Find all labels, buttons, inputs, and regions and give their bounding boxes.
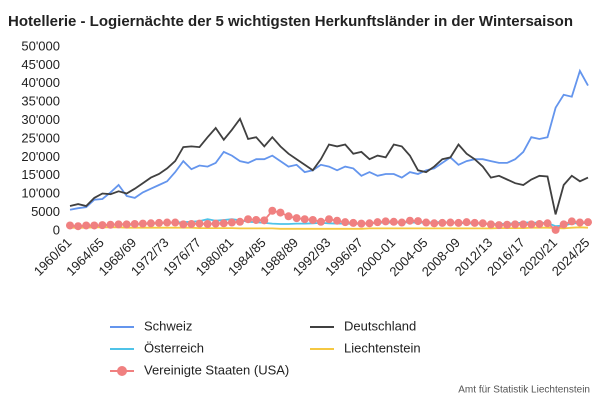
point [519, 220, 528, 229]
legend-label: Österreich [144, 340, 204, 355]
point [365, 219, 374, 228]
y-tick-label: 45'000 [21, 57, 60, 72]
point [292, 214, 301, 223]
legend-label: Vereinigte Staaten (USA) [144, 362, 289, 377]
point [90, 221, 99, 230]
point [146, 219, 155, 228]
point [341, 218, 350, 227]
point [454, 218, 463, 227]
point [171, 218, 180, 227]
point [494, 221, 503, 230]
point [584, 218, 592, 227]
source: Amt für Statistik Liechtenstein [458, 385, 590, 396]
point [260, 216, 269, 225]
point [308, 215, 317, 224]
point [478, 219, 487, 228]
point [252, 215, 261, 224]
point [357, 219, 366, 228]
point [325, 215, 333, 224]
point [503, 220, 512, 229]
point [227, 218, 236, 227]
point [187, 220, 196, 229]
series-line [69, 68, 589, 211]
point [349, 218, 358, 227]
point [203, 220, 212, 229]
point [211, 219, 220, 228]
point [470, 218, 479, 227]
point [575, 218, 584, 227]
y-tick-label: 30'000 [21, 112, 60, 127]
point [527, 220, 536, 229]
point [543, 219, 552, 228]
point [82, 221, 91, 230]
point [138, 219, 147, 228]
series-line [69, 116, 589, 215]
series-line [70, 226, 589, 230]
point [414, 217, 423, 226]
point [300, 215, 309, 224]
point [535, 220, 544, 229]
point [397, 218, 406, 227]
y-tick-label: 50'000 [21, 38, 60, 53]
legend-label: Schweiz [144, 318, 192, 333]
point [405, 216, 414, 225]
point [284, 212, 293, 221]
chart-title: Hotellerie - Logiernächte der 5 wichtigs… [8, 13, 573, 30]
point [430, 219, 439, 228]
point [438, 218, 447, 227]
point [155, 218, 164, 227]
point [422, 218, 431, 227]
y-tick-label: 5000 [31, 204, 60, 219]
point [333, 216, 342, 225]
point [195, 219, 204, 228]
point [276, 208, 285, 217]
point [486, 220, 495, 229]
point [268, 206, 277, 215]
point [130, 220, 139, 229]
point [179, 220, 188, 229]
point [381, 217, 390, 226]
y-tick-label: 15'000 [21, 167, 60, 182]
point [551, 225, 560, 234]
point [511, 220, 520, 229]
point [559, 220, 568, 229]
legend-label: Deutschland [344, 318, 416, 333]
point [98, 221, 107, 230]
point [74, 222, 83, 231]
point [235, 217, 244, 226]
point [244, 215, 253, 224]
y-tick-label: 10'000 [21, 186, 60, 201]
point [114, 220, 123, 229]
point [66, 221, 74, 230]
y-tick-label: 40'000 [21, 75, 60, 90]
point [373, 218, 382, 227]
y-tick-label: 20'000 [21, 149, 60, 164]
point [163, 218, 172, 227]
point [122, 220, 131, 229]
point [446, 218, 455, 227]
legend-marker [117, 366, 127, 376]
y-tick-label: 25'000 [21, 130, 60, 145]
point [219, 219, 228, 228]
y-tick-label: 0 [53, 222, 60, 237]
y-tick-label: 35'000 [21, 94, 60, 109]
legend-label: Liechtenstein [344, 340, 421, 355]
point [567, 217, 576, 226]
point [316, 217, 325, 226]
point [106, 220, 115, 229]
point [389, 217, 398, 226]
point [462, 218, 471, 227]
